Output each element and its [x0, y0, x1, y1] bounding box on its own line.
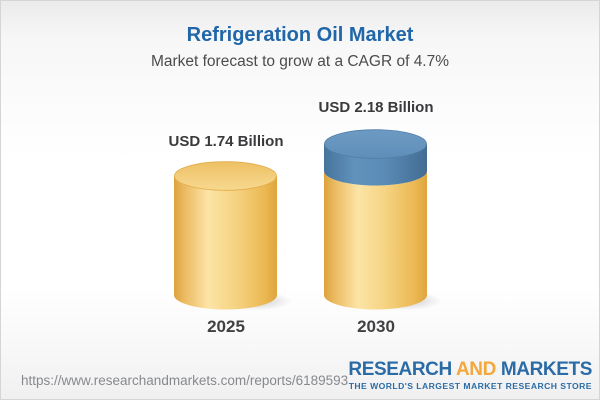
logo-research-text: RESEARCH: [348, 359, 452, 380]
chart-title: Refrigeration Oil Market: [186, 24, 414, 46]
chart-subtitle: Market forecast to grow at a CAGR of 4.7…: [150, 53, 450, 70]
value-label-2025: USD 1.74 Billion: [168, 133, 284, 150]
logo-tagline: THE WORLD'S LARGEST MARKET RESEARCH STOR…: [348, 381, 592, 391]
category-label-2025: 2025: [207, 317, 245, 336]
category-label-2030: 2030: [357, 317, 395, 336]
report-url: https://www.researchandmarkets.com/repor…: [21, 373, 349, 388]
logo-and-text: AND: [451, 359, 501, 380]
researchandmarkets-logo: RESEARCH AND MARKETS THE WORLD'S LARGEST…: [348, 360, 592, 391]
logo-markets-text: MARKETS: [500, 359, 593, 380]
logo-wordmark: RESEARCH AND MARKETS: [348, 360, 592, 379]
cylinder-bar-2030: [324, 129, 427, 310]
cylinder-bar-2025: [174, 161, 277, 310]
value-label-2030: USD 2.18 Billion: [318, 99, 434, 116]
